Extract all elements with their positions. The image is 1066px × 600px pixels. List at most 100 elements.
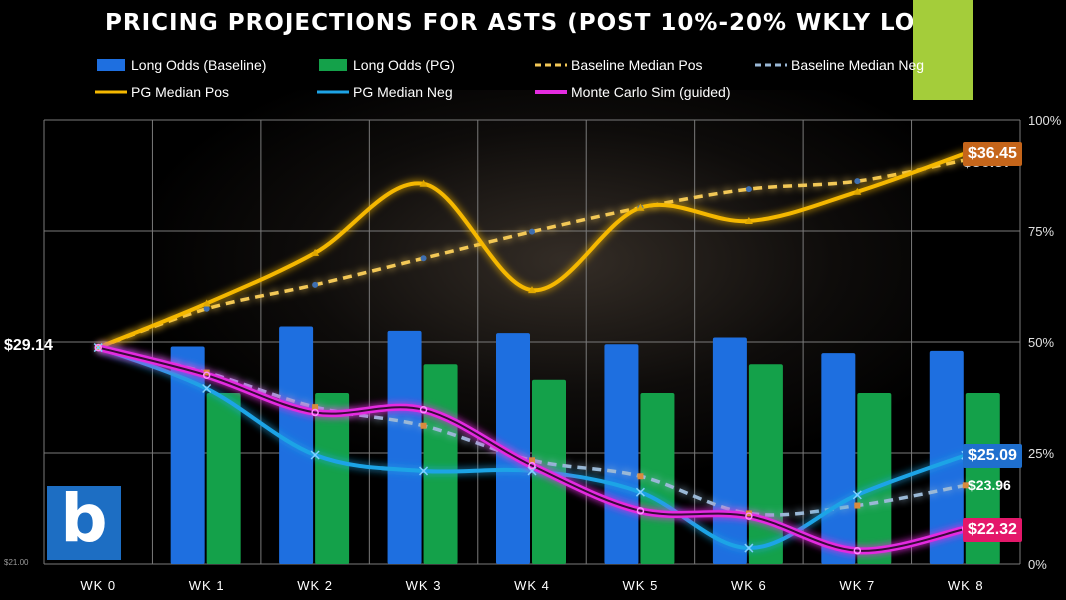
legend-item-monte-carlo-sim-guided: Monte Carlo Sim (guided) [535,84,731,100]
bar-long-odds-pg [315,393,350,564]
legend-label: Long Odds (Baseline) [131,57,267,73]
y-tick-label: 0% [1028,557,1047,572]
legend-item-baseline-median-neg: Baseline Median Neg [755,57,924,73]
chart-markers [93,149,971,555]
legend-swatch [317,90,349,94]
bar-long-odds-baseline [604,344,639,564]
marker-pg-median-pos [636,203,645,211]
legend-swatch [755,63,787,67]
legend-item-pg-median-pos: PG Median Pos [95,84,229,100]
legend-label: PG Median Neg [353,84,453,100]
value-label: $29.14 [4,336,53,354]
legend-item-pg-median-neg: PG Median Neg [317,84,453,100]
marker-pg-median-pos [311,248,320,256]
legend-item-long-odds-baseline: Long Odds (Baseline) [95,57,266,73]
marker-monte-carlo-sim-guided [419,406,428,414]
legend-swatch [535,90,567,94]
x-tick-label: WK 2 [297,578,333,593]
bar-long-odds-baseline [496,333,530,564]
marker-monte-carlo-sim-guided [745,512,753,520]
value-label: $22.32 [963,517,1022,542]
legend-label: PG Median Pos [131,84,230,100]
marker-pg-median-neg [202,383,212,394]
bar-long-odds-baseline [821,353,856,564]
x-tick-label: WK 8 [948,578,984,593]
legend-label: Long Odds (PG) [353,57,455,73]
legend-label: Monte Carlo Sim (guided) [571,84,731,100]
value-label: $23.96 [968,477,1011,494]
marker-pg-median-neg [527,466,537,476]
legend-swatch [95,90,127,94]
marker-pg-median-neg [419,466,429,476]
legend-label: Baseline Median Pos [571,57,703,73]
x-tick-label: WK 4 [514,578,550,593]
marker-baseline-median-neg [962,482,969,489]
y-tick-label: 100% [1028,113,1062,128]
logo-letter: b [60,480,108,557]
x-axis-ticks: WK 0 WK 1 WK 2 WK 3 WK 4 WK 5 WK 6 WK 7 WK 8 [80,578,984,593]
marker-baseline-median-pos [312,281,319,288]
bar-long-odds-baseline [712,337,747,564]
legend-swatch [97,59,125,71]
marker-pg-median-pos [419,179,428,187]
bar-long-odds-pg [206,393,241,564]
marker-pg-median-neg [852,490,862,500]
marker-baseline-median-pos [529,228,535,235]
y-tick-label: 50% [1028,335,1054,350]
marker-baseline-median-pos [420,255,427,262]
accent-box [913,0,973,100]
marker-pg-median-pos [744,217,753,225]
bar-long-odds-baseline [929,350,964,564]
y-tick-label: 75% [1028,224,1054,239]
marker-baseline-median-neg [854,502,861,509]
marker-monte-carlo-sim-guided [853,546,862,555]
marker-baseline-median-neg [529,457,535,464]
legend-item-long-odds-pg: Long Odds (PG) [317,57,455,73]
bar-long-odds-pg [748,364,783,564]
bar-long-odds-pg [423,364,458,564]
marker-baseline-median-neg [637,473,644,480]
line-pg-median-pos [97,151,967,350]
marker-baseline-median-pos [854,178,861,185]
line-monte-carlo-sim-guided-inner [97,346,966,552]
marker-pg-median-neg [93,343,103,353]
brand-logo: b [47,480,121,560]
corner-axis-label: $21.00 [4,558,29,567]
legend-label: Baseline Median Neg [791,57,925,73]
bar-long-odds-pg [857,393,892,564]
marker-monte-carlo-sim-guided [636,507,645,515]
bar-long-odds-pg [640,393,675,564]
marker-monte-carlo-sim-guided [311,408,319,417]
marker-pg-median-neg [310,450,320,460]
y-tick-label: 25% [1028,446,1054,461]
chart-title: PRICING PROJECTIONS FOR ASTS (POST 10%-2… [105,10,961,36]
marker-pg-median-pos [528,286,536,294]
marker-baseline-median-neg [312,404,319,411]
marker-monte-carlo-sim-guided [202,371,211,379]
legend-item-baseline-median-pos: Baseline Median Pos [535,57,703,73]
marker-monte-carlo-sim-guided [528,461,536,470]
bar-long-odds-baseline [170,346,205,564]
marker-monte-carlo-sim-guided [94,343,102,352]
marker-pg-median-pos [853,187,862,195]
legend-swatch [319,59,347,71]
marker-pg-median-neg [635,487,645,497]
marker-baseline-median-neg [420,422,427,429]
x-tick-label: WK 7 [839,578,875,593]
value-label: $36.45 [963,142,1022,167]
marker-baseline-median-pos [203,305,210,312]
marker-baseline-median-pos [745,186,752,193]
marker-pg-median-neg [744,543,754,553]
x-tick-label: WK 3 [406,578,442,593]
bar-long-odds-baseline [387,330,422,564]
x-tick-label: WK 0 [80,578,116,593]
y-axis-ticks: 0% 25% 50% 75% 100% [1028,113,1062,572]
x-tick-label: WK 5 [623,578,659,593]
legend-swatch [535,63,567,67]
x-tick-label: WK 1 [189,578,225,593]
line-baseline-median-pos [97,158,967,350]
marker-pg-median-pos [202,299,211,307]
value-label: $25.09 [963,444,1022,469]
